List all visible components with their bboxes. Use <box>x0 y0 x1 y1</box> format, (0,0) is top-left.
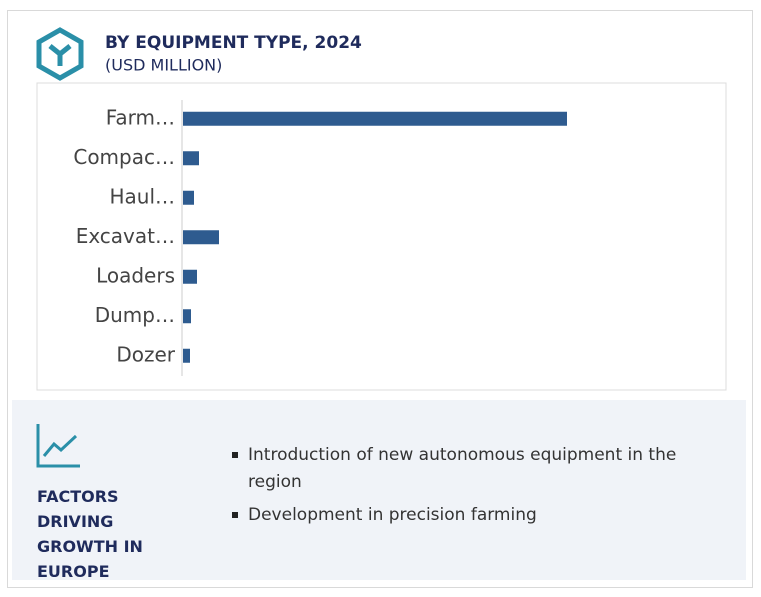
bar <box>183 190 194 205</box>
trend-icon <box>36 424 80 468</box>
y-tick-label: Dump… <box>95 303 175 327</box>
factors-title: FACTORS DRIVING GROWTH IN EUROPE <box>37 487 143 581</box>
plot-frame <box>36 82 727 391</box>
chart-subtitle: (USD MILLION) <box>105 56 222 75</box>
bar <box>183 269 197 284</box>
logo <box>36 27 84 81</box>
bar <box>183 348 190 363</box>
factors-panel: FACTORS DRIVING GROWTH IN EUROPE Introdu… <box>12 400 746 581</box>
chart-title: BY EQUIPMENT TYPE, 2024 <box>105 33 362 53</box>
factor-item: Introduction of new autonomous equipment… <box>232 442 722 496</box>
bar <box>183 230 219 245</box>
y-tick-label: Compac… <box>73 145 175 169</box>
bar <box>183 309 191 324</box>
chart: BY EQUIPMENT TYPE, 2024 (USD MILLION) Fa… <box>36 27 727 391</box>
y-tick-label: Loaders <box>96 263 175 287</box>
bar <box>183 111 567 126</box>
factor-item: Development in precision farming <box>232 502 722 529</box>
y-tick-label: Excavat… <box>76 224 175 248</box>
y-tick-label: Dozer <box>116 342 175 366</box>
factor-list: Introduction of new autonomous equipment… <box>232 442 722 535</box>
y-tick-label: Farm… <box>106 105 175 129</box>
bar <box>183 151 199 166</box>
card <box>7 10 753 588</box>
y-tick-label: Haul… <box>109 184 175 208</box>
